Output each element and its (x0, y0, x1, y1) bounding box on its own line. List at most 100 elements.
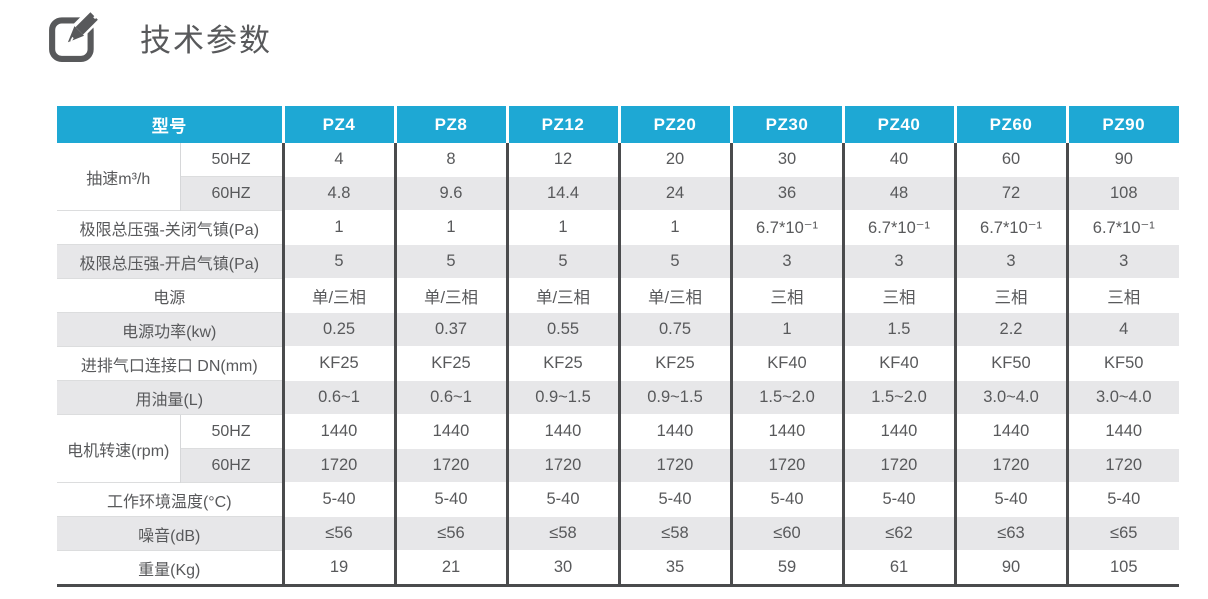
table-row: 60HZ 4.8 9.6 14.4 24 36 48 72 108 (57, 176, 1179, 211)
cell: 24 (617, 176, 731, 211)
row-label-noise: 噪音(dB) (57, 516, 283, 551)
cell: 1440 (1065, 414, 1179, 449)
cell: 1440 (729, 414, 843, 449)
col-header-pz8: PZ8 (393, 106, 507, 143)
row-label-ambient-temperature: 工作环境温度(°C) (57, 482, 283, 517)
table-row: 极限总压强-开启气镇(Pa) 5 5 5 5 3 3 3 3 (57, 244, 1179, 279)
row-label-motor-speed: 电机转速(rpm) (57, 414, 180, 483)
cell: 72 (953, 176, 1067, 211)
cell: 6.7*10⁻¹ (729, 210, 843, 245)
cell: KF50 (953, 346, 1067, 381)
cell: 4 (281, 143, 395, 177)
row-sublabel-60hz: 60HZ (179, 176, 283, 211)
row-sublabel-60hz: 60HZ (179, 448, 283, 483)
cell: 1440 (281, 414, 395, 449)
col-header-pz12: PZ12 (505, 106, 619, 143)
cell: 三相 (1065, 278, 1179, 313)
section-header: 技术参数 (0, 0, 1208, 62)
cell: 1440 (505, 414, 619, 449)
col-header-pz60: PZ60 (953, 106, 1067, 143)
table-row: 电机转速(rpm) 50HZ 1440 1440 1440 1440 1440 … (57, 414, 1179, 483)
cell: 1440 (953, 414, 1067, 449)
cell: 1 (393, 210, 507, 245)
col-header-pz90: PZ90 (1065, 106, 1179, 143)
cell: 48 (841, 176, 955, 211)
cell: 单/三相 (617, 278, 731, 313)
cell: 3 (953, 244, 1067, 279)
cell: 0.37 (393, 312, 507, 347)
table-row: 电源 单/三相 单/三相 单/三相 单/三相 三相 三相 三相 三相 (57, 278, 1179, 313)
row-label-oil-capacity: 用油量(L) (57, 380, 283, 415)
cell: 1440 (393, 414, 507, 449)
table-row: 用油量(L) 0.6~1 0.6~1 0.9~1.5 0.9~1.5 1.5~2… (57, 380, 1179, 415)
cell: 5 (393, 244, 507, 279)
cell: 1720 (505, 448, 619, 483)
cell: KF25 (617, 346, 731, 381)
table-row: 噪音(dB) ≤56 ≤56 ≤58 ≤58 ≤60 ≤62 ≤63 ≤65 (57, 516, 1179, 551)
row-sublabel-50hz: 50HZ (179, 414, 283, 449)
cell: ≤60 (729, 516, 843, 551)
cell: 单/三相 (393, 278, 507, 313)
cell: 三相 (729, 278, 843, 313)
cell: 三相 (953, 278, 1067, 313)
cell: 0.75 (617, 312, 731, 347)
cell: 1 (281, 210, 395, 245)
cell: 36 (729, 176, 843, 211)
cell: 21 (393, 550, 507, 587)
cell: ≤56 (393, 516, 507, 551)
cell: KF25 (505, 346, 619, 381)
cell: 90 (1065, 143, 1179, 177)
cell: KF40 (729, 346, 843, 381)
cell: 2.2 (953, 312, 1067, 347)
cell: 6.7*10⁻¹ (953, 210, 1067, 245)
cell: 12 (505, 143, 619, 177)
cell: 4 (1065, 312, 1179, 347)
row-label-ultimate-pressure-closed: 极限总压强-关闭气镇(Pa) (57, 210, 283, 245)
cell: 40 (841, 143, 955, 177)
cell: 0.25 (281, 312, 395, 347)
spec-table: 型号 PZ4 PZ8 PZ12 PZ20 PZ30 PZ40 PZ60 PZ90… (57, 106, 1179, 587)
cell: 3 (841, 244, 955, 279)
cell: 1 (505, 210, 619, 245)
row-sublabel-50hz: 50HZ (179, 143, 283, 177)
cell: 1.5~2.0 (841, 380, 955, 415)
cell: 1720 (393, 448, 507, 483)
cell: 1720 (729, 448, 843, 483)
cell: 1720 (281, 448, 395, 483)
cell: KF40 (841, 346, 955, 381)
cell: 1 (729, 312, 843, 347)
cell: 108 (1065, 176, 1179, 211)
cell: 61 (841, 550, 955, 587)
cell: ≤65 (1065, 516, 1179, 551)
page-title: 技术参数 (140, 22, 272, 58)
row-label-weight: 重量(Kg) (57, 550, 283, 587)
table-row: 60HZ 1720 1720 1720 1720 1720 1720 1720 … (57, 448, 1179, 483)
cell: 1720 (841, 448, 955, 483)
cell: 5-40 (617, 482, 731, 517)
cell: 9.6 (393, 176, 507, 211)
table-row: 工作环境温度(°C) 5-40 5-40 5-40 5-40 5-40 5-40… (57, 482, 1179, 517)
cell: 5 (281, 244, 395, 279)
cell: 5-40 (393, 482, 507, 517)
cell: 30 (505, 550, 619, 587)
col-header-pz20: PZ20 (617, 106, 731, 143)
cell: ≤62 (841, 516, 955, 551)
table-row: 极限总压强-关闭气镇(Pa) 1 1 1 1 6.7*10⁻¹ 6.7*10⁻¹… (57, 210, 1179, 245)
cell: 0.55 (505, 312, 619, 347)
cell: 19 (281, 550, 395, 587)
cell: 5-40 (841, 482, 955, 517)
row-label-motor-power: 电源功率(kw) (57, 312, 283, 347)
cell: 20 (617, 143, 731, 177)
cell: 1.5~2.0 (729, 380, 843, 415)
cell: 5-40 (281, 482, 395, 517)
cell: 6.7*10⁻¹ (841, 210, 955, 245)
cell: 35 (617, 550, 731, 587)
cell: 4.8 (281, 176, 395, 211)
cell: 60 (953, 143, 1067, 177)
cell: 90 (953, 550, 1067, 587)
cell: KF50 (1065, 346, 1179, 381)
cell: 0.6~1 (281, 380, 395, 415)
cell: 1.5 (841, 312, 955, 347)
cell: 8 (393, 143, 507, 177)
